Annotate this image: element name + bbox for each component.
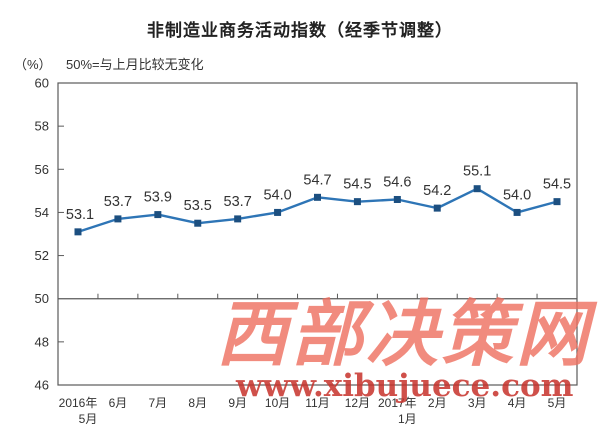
svg-text:3月: 3月 — [468, 396, 487, 410]
svg-text:50: 50 — [35, 291, 49, 306]
svg-text:10月: 10月 — [265, 396, 290, 410]
svg-text:53.7: 53.7 — [224, 194, 252, 210]
svg-text:54.0: 54.0 — [263, 187, 291, 203]
chart-title: 非制造业商务活动指数（经季节调整） — [147, 21, 453, 40]
svg-text:54.5: 54.5 — [343, 177, 371, 193]
svg-text:58: 58 — [35, 119, 49, 134]
svg-text:55.1: 55.1 — [463, 164, 491, 180]
svg-text:12月: 12月 — [345, 396, 370, 410]
svg-text:7月: 7月 — [148, 396, 167, 410]
svg-text:53.7: 53.7 — [104, 194, 132, 210]
svg-text:53.1: 53.1 — [66, 207, 94, 223]
svg-text:54: 54 — [35, 205, 49, 220]
svg-text:54.0: 54.0 — [503, 187, 531, 203]
svg-text:56: 56 — [35, 162, 49, 177]
svg-text:54.2: 54.2 — [423, 183, 451, 199]
svg-text:4月: 4月 — [508, 396, 527, 410]
svg-text:54.6: 54.6 — [383, 174, 411, 190]
svg-text:53.9: 53.9 — [144, 190, 172, 206]
svg-text:2月: 2月 — [428, 396, 447, 410]
svg-text:54.5: 54.5 — [543, 177, 571, 193]
svg-text:54.7: 54.7 — [303, 172, 331, 188]
svg-text:60: 60 — [35, 76, 49, 91]
svg-text:8月: 8月 — [188, 396, 207, 410]
svg-text:5月: 5月 — [548, 396, 567, 410]
svg-text:6月: 6月 — [109, 396, 128, 410]
y-axis-unit-label: （%） — [14, 57, 52, 72]
svg-text:52: 52 — [35, 248, 49, 263]
svg-text:9月: 9月 — [228, 396, 247, 410]
svg-text:11月: 11月 — [305, 396, 329, 410]
svg-text:48: 48 — [35, 334, 49, 349]
svg-text:46: 46 — [35, 378, 49, 393]
reference-note: 50%=与上月比较无变化 — [66, 57, 204, 72]
svg-text:53.5: 53.5 — [184, 198, 212, 214]
